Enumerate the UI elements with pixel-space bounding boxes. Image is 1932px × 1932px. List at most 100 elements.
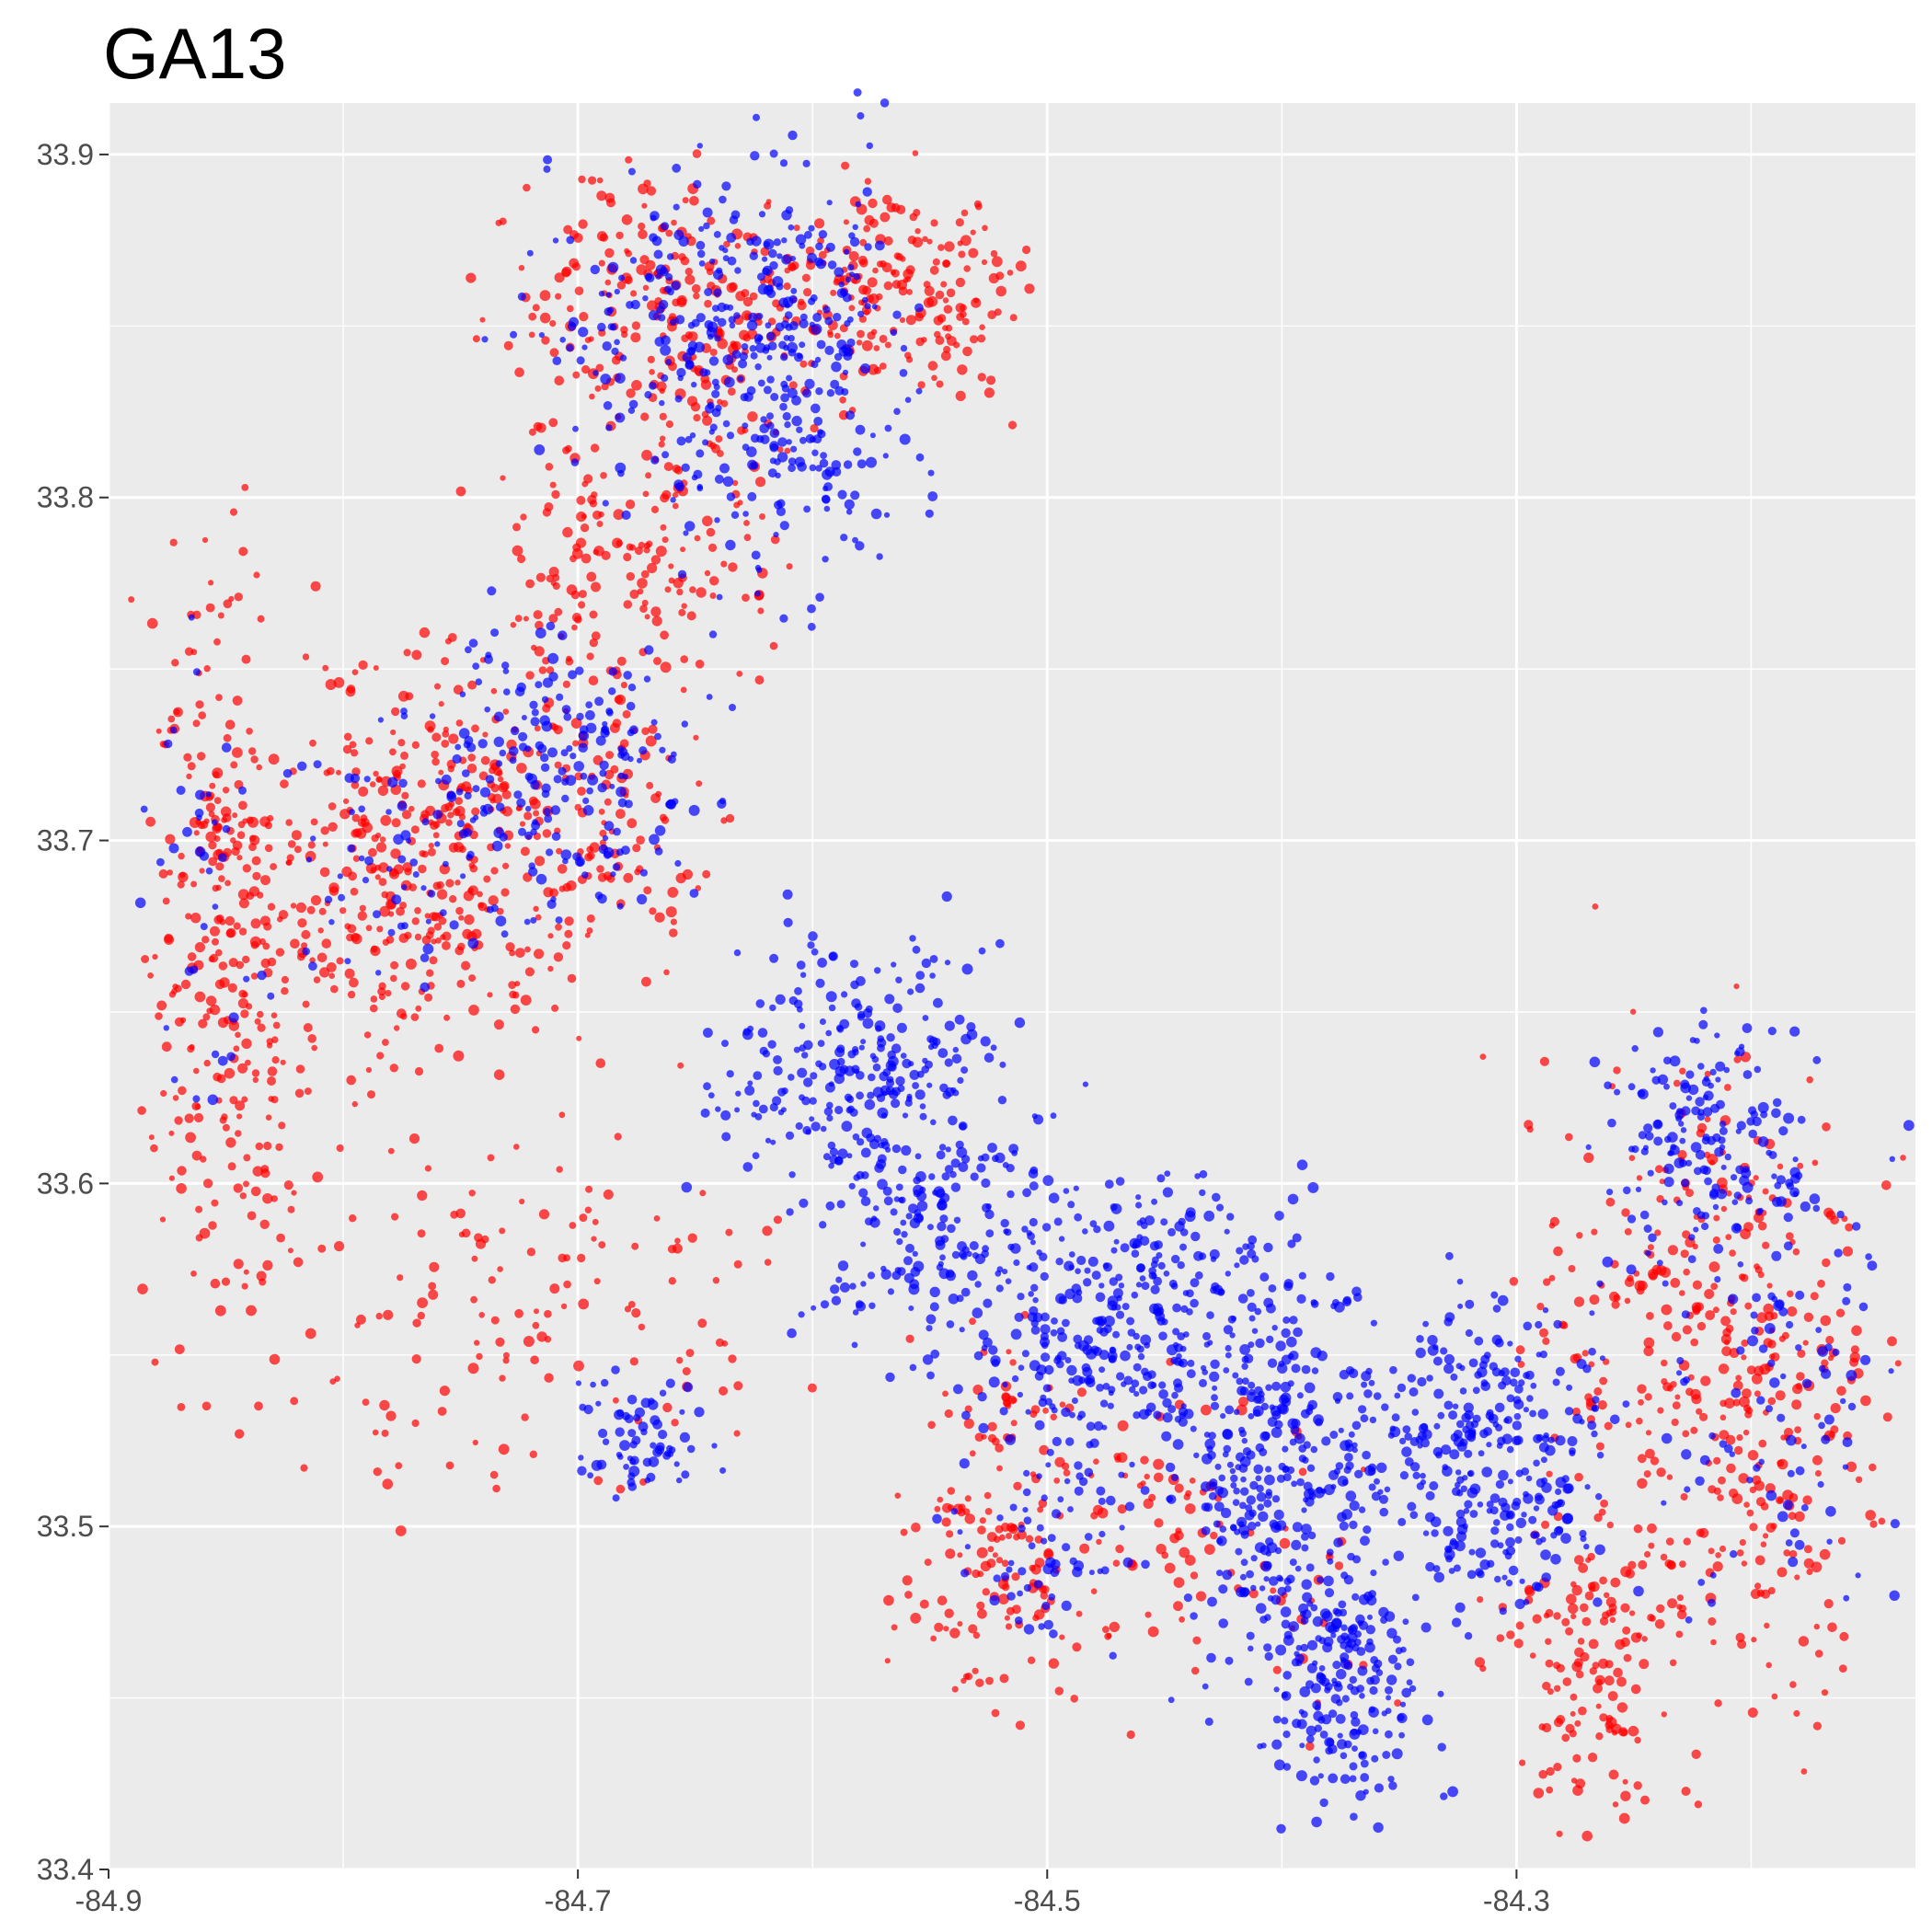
data-point xyxy=(1244,1677,1253,1686)
data-point xyxy=(1337,1732,1343,1739)
data-point xyxy=(1701,1212,1710,1220)
data-point xyxy=(385,990,392,997)
data-point xyxy=(852,224,858,230)
data-point xyxy=(514,367,524,378)
data-point xyxy=(1331,1618,1342,1629)
data-point xyxy=(714,517,720,523)
data-point xyxy=(1386,1674,1397,1685)
data-point xyxy=(696,143,703,149)
data-point xyxy=(1389,1365,1397,1374)
data-point xyxy=(1117,1452,1128,1463)
data-point xyxy=(1452,1487,1461,1496)
data-point xyxy=(880,1265,887,1272)
data-point xyxy=(270,863,277,870)
data-point xyxy=(1256,1491,1267,1502)
data-point xyxy=(1399,1701,1407,1708)
data-point xyxy=(1676,1200,1684,1207)
data-point xyxy=(432,881,442,891)
data-point xyxy=(1178,1417,1189,1427)
data-point xyxy=(248,747,257,755)
data-point xyxy=(605,751,615,760)
data-point xyxy=(769,1004,776,1012)
data-point xyxy=(471,807,480,816)
data-point xyxy=(982,1588,991,1596)
data-point xyxy=(650,1442,657,1449)
data-point xyxy=(208,857,218,867)
data-point xyxy=(184,1113,194,1123)
data-point xyxy=(1141,1367,1149,1376)
data-point xyxy=(1795,1344,1802,1351)
data-point xyxy=(1553,1319,1562,1329)
data-point xyxy=(581,344,588,351)
data-point xyxy=(1153,1410,1162,1420)
data-point xyxy=(578,175,586,184)
data-point xyxy=(978,947,986,955)
data-point xyxy=(540,753,549,763)
data-point xyxy=(435,777,442,785)
data-point xyxy=(1203,1341,1211,1348)
data-point xyxy=(944,1020,955,1031)
data-point xyxy=(1469,1483,1481,1495)
data-point xyxy=(503,340,513,351)
data-point xyxy=(1093,1346,1102,1356)
data-point xyxy=(616,656,627,666)
data-point xyxy=(915,453,925,462)
data-point xyxy=(1715,1552,1721,1558)
data-point xyxy=(587,774,599,786)
data-point xyxy=(1248,1341,1255,1349)
data-point xyxy=(1040,1592,1049,1600)
data-point xyxy=(1394,1699,1402,1708)
data-point xyxy=(1069,1411,1075,1419)
data-point xyxy=(269,1353,281,1365)
data-point xyxy=(1726,1190,1732,1197)
data-point xyxy=(968,1624,978,1634)
data-point xyxy=(501,661,510,670)
data-point xyxy=(1173,1577,1185,1588)
data-point xyxy=(302,1000,310,1008)
data-point xyxy=(807,604,816,614)
data-point xyxy=(425,805,436,817)
data-point xyxy=(596,190,607,201)
data-point xyxy=(1033,1114,1044,1125)
data-point xyxy=(1803,1545,1812,1554)
data-point xyxy=(1232,1372,1239,1379)
data-point xyxy=(1837,1536,1846,1545)
data-point xyxy=(1704,1289,1715,1299)
data-point xyxy=(1202,1683,1209,1690)
data-point xyxy=(573,1360,584,1372)
data-point xyxy=(1287,1239,1296,1248)
data-point xyxy=(455,486,466,497)
data-point xyxy=(1800,1201,1811,1213)
data-point xyxy=(1800,1504,1809,1512)
data-point xyxy=(769,428,780,439)
data-point xyxy=(627,818,638,829)
data-point xyxy=(213,638,221,646)
data-point xyxy=(1788,1549,1798,1558)
data-point xyxy=(939,1214,949,1224)
data-point xyxy=(1756,1396,1765,1405)
data-point xyxy=(795,234,807,246)
data-point xyxy=(1002,1381,1008,1388)
data-point xyxy=(233,922,241,930)
data-point xyxy=(1752,1116,1762,1127)
data-point xyxy=(1072,1293,1083,1304)
data-point xyxy=(513,1144,520,1150)
data-point xyxy=(1696,1122,1708,1133)
data-point xyxy=(1004,1228,1012,1236)
data-point xyxy=(1561,1475,1570,1483)
data-point xyxy=(1659,1179,1665,1185)
data-point xyxy=(226,927,236,938)
data-point xyxy=(1255,1475,1262,1482)
data-point xyxy=(1767,1587,1776,1594)
data-point xyxy=(200,820,209,829)
data-point xyxy=(1625,1421,1632,1429)
data-point xyxy=(1000,1218,1009,1228)
data-point xyxy=(788,464,796,473)
data-point xyxy=(1443,1525,1454,1536)
data-point xyxy=(1385,1708,1392,1714)
data-point xyxy=(272,1021,281,1029)
data-point xyxy=(1282,1731,1291,1739)
data-point xyxy=(563,1254,571,1262)
data-point xyxy=(1301,1524,1312,1535)
data-point xyxy=(1422,1320,1429,1328)
